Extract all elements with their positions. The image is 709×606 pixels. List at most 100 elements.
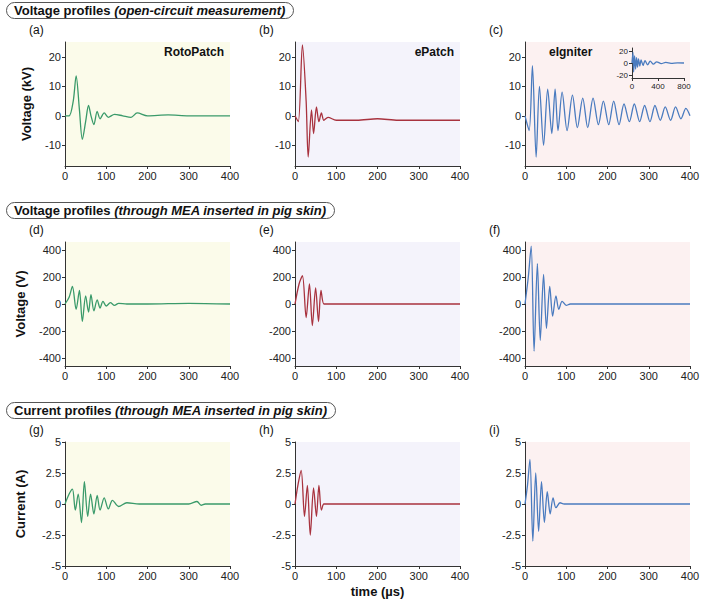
svg-text:200: 200 — [138, 570, 156, 582]
svg-text:-5: -5 — [51, 560, 61, 572]
svg-text:-400: -400 — [269, 352, 291, 364]
svg-text:400: 400 — [451, 570, 469, 582]
svg-text:0: 0 — [292, 570, 298, 582]
svg-text:20: 20 — [509, 51, 521, 63]
svg-text:-400: -400 — [499, 352, 521, 364]
svg-text:400: 400 — [451, 170, 469, 182]
svg-text:2.5: 2.5 — [276, 467, 291, 479]
svg-text:400: 400 — [681, 170, 699, 182]
svg-text:200: 200 — [43, 271, 61, 283]
svg-text:Voltage profiles: Voltage profiles — [14, 3, 111, 18]
svg-text:400: 400 — [273, 244, 291, 256]
svg-text:200: 200 — [368, 170, 386, 182]
svg-text:(i): (i) — [489, 423, 500, 437]
svg-text:800: 800 — [677, 82, 691, 91]
svg-text:400: 400 — [221, 570, 239, 582]
svg-text:ePatch: ePatch — [415, 45, 454, 59]
svg-text:-200: -200 — [269, 325, 291, 337]
svg-text:(d): (d) — [29, 223, 44, 237]
svg-text:0: 0 — [285, 498, 291, 510]
svg-text:5: 5 — [285, 436, 291, 448]
svg-text:0: 0 — [624, 59, 629, 68]
svg-text:0: 0 — [630, 82, 635, 91]
svg-text:10: 10 — [279, 80, 291, 92]
svg-text:-10: -10 — [275, 139, 291, 151]
svg-text:10: 10 — [49, 80, 61, 92]
svg-text:200: 200 — [138, 370, 156, 382]
svg-text:400: 400 — [503, 244, 521, 256]
svg-text:0: 0 — [55, 498, 61, 510]
svg-text:-200: -200 — [499, 325, 521, 337]
svg-text:100: 100 — [327, 570, 345, 582]
svg-text:-5: -5 — [281, 560, 291, 572]
svg-text:Voltage profiles: Voltage profiles — [14, 203, 111, 218]
svg-text:300: 300 — [410, 570, 428, 582]
svg-text:200: 200 — [273, 271, 291, 283]
svg-text:0: 0 — [55, 110, 61, 122]
svg-text:400: 400 — [651, 82, 665, 91]
svg-text:-5: -5 — [511, 560, 521, 572]
svg-text:(a): (a) — [29, 23, 44, 37]
svg-text:-200: -200 — [39, 325, 61, 337]
svg-text:100: 100 — [327, 170, 345, 182]
svg-text:time (µs): time (µs) — [351, 584, 405, 599]
svg-text:200: 200 — [368, 570, 386, 582]
svg-text:0: 0 — [515, 498, 521, 510]
svg-text:(f): (f) — [489, 223, 500, 237]
svg-text:300: 300 — [410, 370, 428, 382]
svg-text:400: 400 — [681, 370, 699, 382]
svg-text:5: 5 — [515, 436, 521, 448]
svg-text:0: 0 — [292, 370, 298, 382]
svg-text:300: 300 — [410, 170, 428, 182]
svg-text:300: 300 — [640, 170, 658, 182]
svg-text:10: 10 — [509, 80, 521, 92]
svg-text:2.5: 2.5 — [46, 467, 61, 479]
svg-text:200: 200 — [138, 170, 156, 182]
svg-text:400: 400 — [221, 170, 239, 182]
svg-text:2.5: 2.5 — [506, 467, 521, 479]
svg-text:(through MEA inserted in pig s: (through MEA inserted in pig skin) — [112, 403, 327, 418]
svg-text:200: 200 — [368, 370, 386, 382]
svg-text:300: 300 — [640, 370, 658, 382]
svg-text:300: 300 — [640, 570, 658, 582]
svg-text:-2.5: -2.5 — [42, 529, 61, 541]
svg-text:Voltage (V): Voltage (V) — [13, 271, 28, 338]
svg-text:(e): (e) — [259, 223, 274, 237]
svg-text:100: 100 — [97, 570, 115, 582]
svg-text:-400: -400 — [39, 352, 61, 364]
svg-text:0: 0 — [292, 170, 298, 182]
svg-text:0: 0 — [62, 570, 68, 582]
svg-text:-10: -10 — [505, 139, 521, 151]
svg-text:200: 200 — [503, 271, 521, 283]
svg-text:400: 400 — [43, 244, 61, 256]
svg-text:0: 0 — [522, 370, 528, 382]
svg-text:300: 300 — [180, 170, 198, 182]
svg-text:400: 400 — [451, 370, 469, 382]
svg-text:0: 0 — [515, 298, 521, 310]
svg-text:-10: -10 — [45, 139, 61, 151]
svg-text:eIgniter: eIgniter — [549, 45, 593, 59]
svg-text:100: 100 — [557, 370, 575, 382]
svg-text:100: 100 — [97, 170, 115, 182]
svg-text:(b): (b) — [259, 23, 274, 37]
svg-text:100: 100 — [327, 370, 345, 382]
svg-text:0: 0 — [522, 570, 528, 582]
svg-text:100: 100 — [557, 570, 575, 582]
svg-text:5: 5 — [55, 436, 61, 448]
svg-text:200: 200 — [598, 370, 616, 382]
svg-text:Current profiles: Current profiles — [14, 403, 112, 418]
svg-text:100: 100 — [97, 370, 115, 382]
svg-text:20: 20 — [279, 51, 291, 63]
svg-text:0: 0 — [62, 370, 68, 382]
svg-text:0: 0 — [522, 170, 528, 182]
svg-text:(c): (c) — [489, 23, 503, 37]
svg-text:-2.5: -2.5 — [502, 529, 521, 541]
svg-text:400: 400 — [681, 570, 699, 582]
svg-text:20: 20 — [49, 51, 61, 63]
svg-text:400: 400 — [221, 370, 239, 382]
svg-text:0: 0 — [62, 170, 68, 182]
svg-text:300: 300 — [180, 370, 198, 382]
svg-text:0: 0 — [285, 110, 291, 122]
svg-text:0: 0 — [515, 110, 521, 122]
svg-text:(g): (g) — [29, 423, 44, 437]
